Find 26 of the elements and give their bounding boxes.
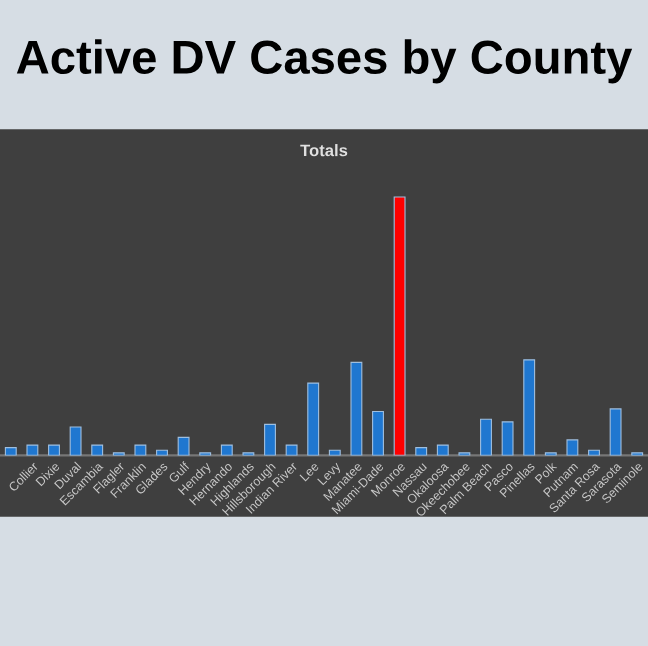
bar: [350, 361, 363, 456]
bar: [26, 444, 39, 456]
bar: [156, 449, 168, 456]
bar: [69, 426, 82, 456]
bar: [307, 382, 320, 456]
bar: [220, 444, 233, 456]
bar: [91, 444, 104, 456]
bar: [372, 410, 384, 456]
bar: [177, 436, 190, 456]
bar: [48, 444, 60, 456]
bar: [588, 449, 600, 456]
bar: [285, 444, 298, 456]
bar: [393, 196, 406, 456]
bar: [328, 449, 341, 456]
bar: [264, 423, 276, 456]
bar: [4, 447, 17, 456]
chart-subtitle: Totals: [300, 144, 348, 157]
bar: [415, 447, 428, 456]
bar: [436, 444, 449, 456]
chart-title: Active DV Cases by County: [16, 39, 633, 84]
bar: [480, 418, 492, 456]
bar: [609, 408, 622, 456]
bar: [501, 421, 514, 456]
bar: [134, 444, 147, 456]
bar: [566, 439, 579, 456]
bar: [523, 359, 536, 456]
